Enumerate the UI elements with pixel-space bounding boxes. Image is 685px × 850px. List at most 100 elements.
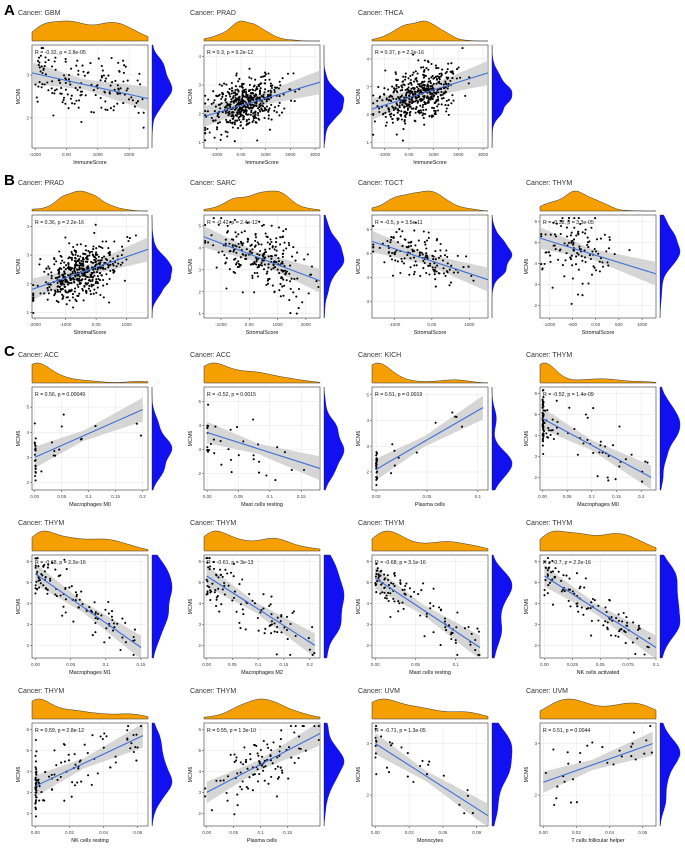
data-point <box>252 454 255 457</box>
data-point <box>272 741 275 744</box>
data-point <box>264 765 267 768</box>
data-point <box>229 458 233 461</box>
data-point <box>551 286 554 289</box>
data-point <box>43 83 46 86</box>
data-point <box>232 562 236 565</box>
data-point <box>111 81 114 84</box>
data-point <box>546 573 549 576</box>
data-point <box>251 276 254 280</box>
data-point <box>402 75 405 78</box>
data-point <box>380 735 383 738</box>
data-point <box>279 738 282 741</box>
data-point <box>413 264 416 267</box>
data-point <box>246 767 249 770</box>
data-point <box>90 83 93 86</box>
data-point <box>34 584 37 587</box>
y-tick-label: 3 <box>26 455 29 460</box>
data-point <box>420 589 423 592</box>
data-point <box>264 256 267 259</box>
data-point <box>285 270 288 273</box>
data-point <box>289 280 292 283</box>
data-point <box>259 263 262 267</box>
data-point <box>235 74 238 77</box>
data-point <box>431 87 434 90</box>
data-point <box>275 249 278 252</box>
data-point <box>221 95 224 98</box>
data-point <box>139 83 142 86</box>
data-point <box>104 108 107 111</box>
data-point <box>541 444 544 447</box>
data-point <box>206 561 209 564</box>
data-point <box>100 106 103 109</box>
data-point <box>241 114 244 117</box>
data-point <box>441 68 444 71</box>
data-point <box>569 801 573 804</box>
data-point <box>416 248 419 252</box>
data-point <box>265 272 268 275</box>
data-point <box>228 250 231 253</box>
data-point <box>375 483 378 487</box>
data-point <box>91 271 94 275</box>
y-tick-label: 2 <box>26 643 29 648</box>
data-point <box>54 593 57 596</box>
data-point <box>592 407 595 410</box>
data-point <box>73 290 76 293</box>
data-point <box>259 110 262 113</box>
data-point <box>207 241 210 244</box>
data-point <box>262 593 265 596</box>
data-point <box>383 573 386 576</box>
data-point <box>224 98 227 101</box>
data-point <box>423 84 426 87</box>
data-point <box>544 251 547 254</box>
data-point <box>72 306 75 309</box>
y-tick-label: 4 <box>366 418 369 423</box>
data-point <box>78 257 81 261</box>
data-point <box>265 105 269 108</box>
data-point <box>570 254 573 257</box>
scatter-panel-c12: Cancer: UVM 0.00 0.02 0.04 0.06 2 3 R = 0.51, p… <box>522 688 684 850</box>
data-point <box>226 131 229 134</box>
data-point <box>462 266 465 269</box>
data-point <box>434 278 437 281</box>
x-tick-label: -1000 <box>389 322 401 327</box>
data-point <box>385 121 388 124</box>
data-point <box>607 455 610 458</box>
data-point <box>246 93 249 96</box>
data-point <box>404 110 407 113</box>
x-density-curve <box>203 530 321 552</box>
data-point <box>87 287 90 290</box>
data-point <box>599 237 602 240</box>
data-point <box>563 242 566 245</box>
data-point <box>282 269 285 272</box>
y-tick-label: 3 <box>534 622 537 627</box>
data-point <box>256 258 259 261</box>
x-tick-label: 0.05 <box>596 662 605 667</box>
data-point <box>224 242 227 245</box>
data-point <box>91 634 94 637</box>
regression-line <box>375 743 489 817</box>
data-point <box>83 285 86 288</box>
data-point <box>620 755 623 758</box>
data-point <box>258 103 261 106</box>
data-point <box>290 468 293 471</box>
x-tick-label: 0.00 <box>30 494 39 499</box>
data-point <box>125 89 128 92</box>
data-point <box>251 120 254 124</box>
x-tick-label: 1000 <box>93 152 104 157</box>
data-point <box>114 261 117 264</box>
data-point <box>247 118 251 121</box>
data-point <box>549 254 552 257</box>
data-point <box>435 82 438 85</box>
data-point <box>551 570 554 573</box>
data-point <box>229 221 232 224</box>
data-point <box>55 260 58 263</box>
data-point <box>607 247 611 250</box>
x-tick-label: 0.00 <box>92 322 101 327</box>
data-point <box>410 244 413 248</box>
data-point <box>93 274 96 277</box>
y-tick-label: 2 <box>26 811 29 816</box>
data-point <box>292 72 295 75</box>
data-point <box>231 244 234 247</box>
x-tick-label: 2000 <box>453 152 464 157</box>
data-point <box>36 570 39 573</box>
